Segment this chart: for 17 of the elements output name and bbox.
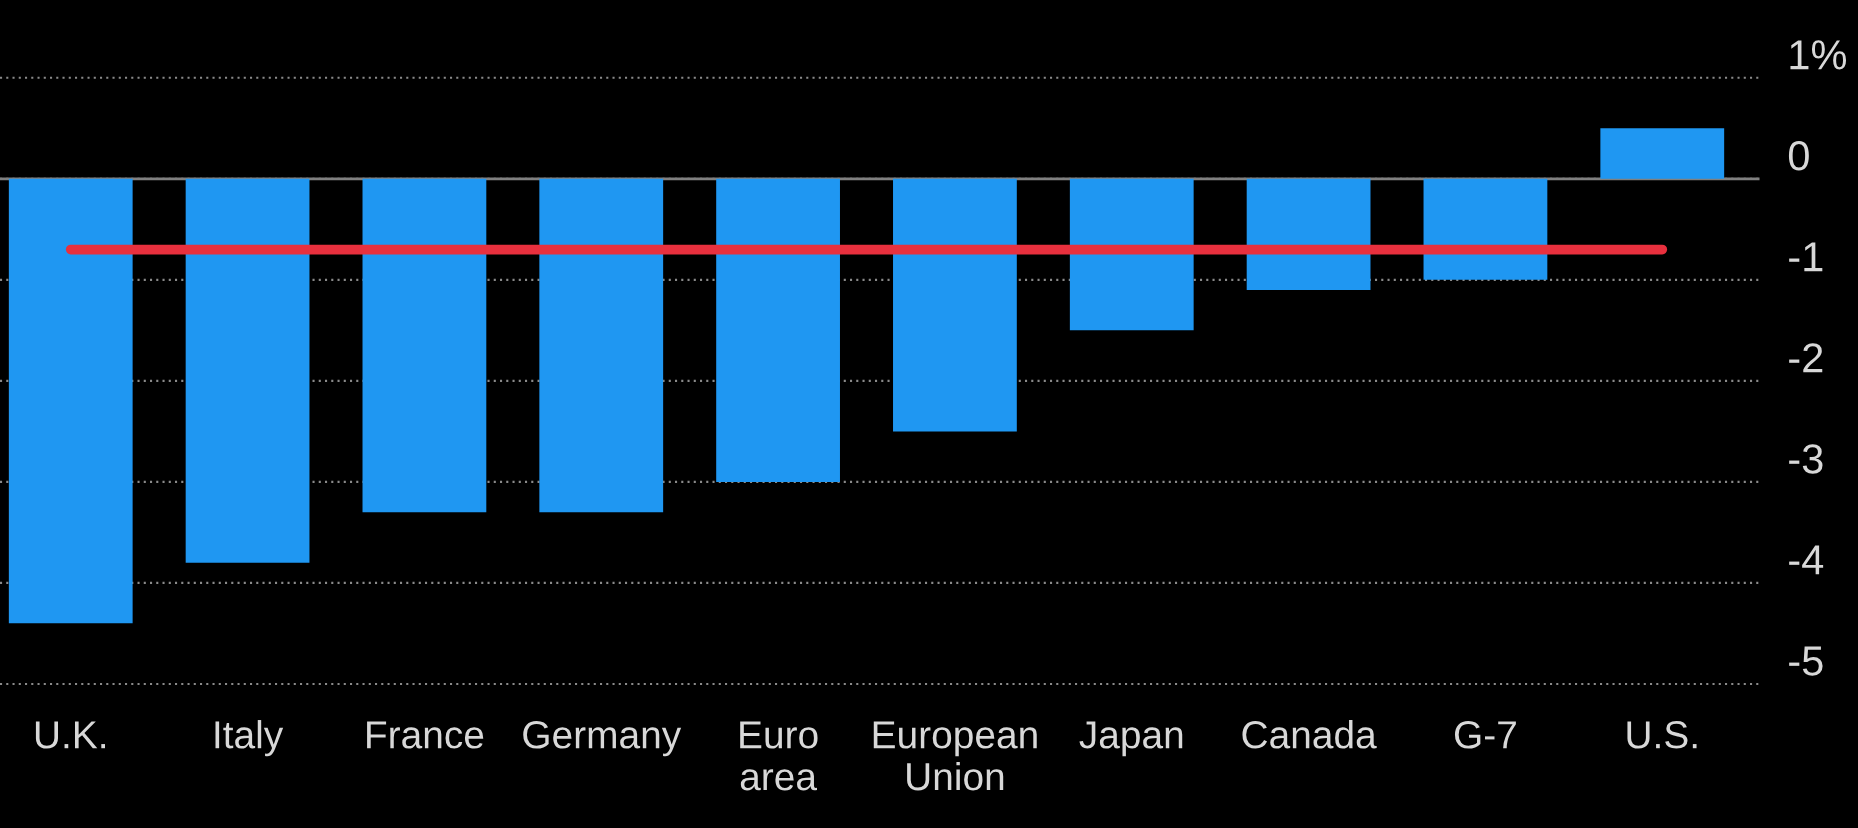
x-tick-label: Canada [1242, 720, 1377, 749]
y-tick-label: -5 [1789, 646, 1823, 676]
x-tick-label: France [367, 721, 484, 749]
x-tick-label: Germany [523, 721, 682, 757]
x-tick-label: U.S. [1627, 721, 1697, 749]
y-tick-label: -2 [1789, 343, 1823, 373]
y-tick-label: -1 [1789, 242, 1823, 272]
x-tick-label: Japan [1079, 721, 1183, 757]
x-tick-label: G-7 [1454, 721, 1516, 749]
y-tick-label: -4 [1789, 545, 1824, 575]
x-tick-label: Italy [215, 720, 284, 757]
x-tick-label: European Union [873, 721, 1037, 791]
y-tick-label: -3 [1789, 444, 1823, 474]
x-tick-label: U.K. [35, 721, 105, 749]
y-tick-label: 0 [1788, 141, 1809, 171]
y-tick-label: 1% [1790, 40, 1847, 70]
x-tick-label: Euro area [740, 721, 818, 791]
